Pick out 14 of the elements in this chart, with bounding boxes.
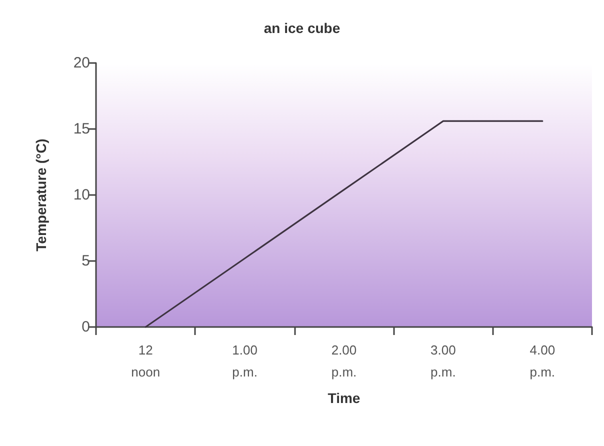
x-tick-label: 3.00 p.m. bbox=[430, 342, 456, 380]
x-tick-label: 4.00 p.m. bbox=[530, 342, 556, 380]
y-tick-label: 10 bbox=[73, 186, 90, 204]
x-tick-label: 2.00 p.m. bbox=[331, 342, 357, 380]
y-tick-label: 20 bbox=[73, 54, 90, 72]
x-tick-label: 1.00 p.m. bbox=[232, 342, 258, 380]
y-tick-label: 0 bbox=[82, 318, 90, 336]
chart-title: an ice cube bbox=[264, 20, 340, 36]
y-tick-label: 15 bbox=[73, 120, 90, 138]
x-tick-label: 12 noon bbox=[131, 342, 160, 380]
line-series bbox=[144, 120, 544, 328]
x-axis-title: Time bbox=[328, 390, 360, 406]
y-tick-label: 5 bbox=[82, 252, 90, 270]
y-axis-title: Temperature (°C) bbox=[33, 138, 49, 252]
